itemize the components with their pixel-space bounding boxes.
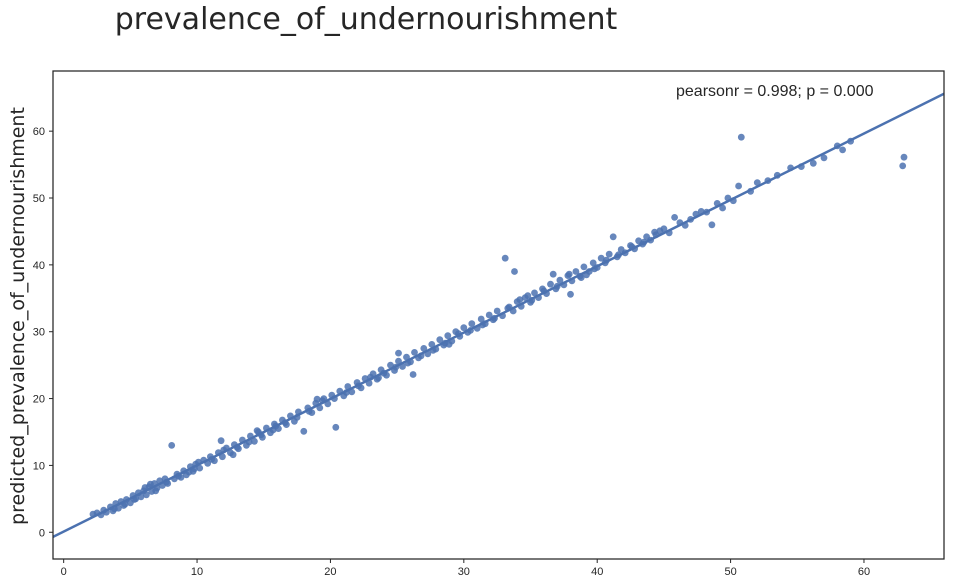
data-point <box>572 268 580 275</box>
data-point <box>708 221 716 229</box>
data-point <box>565 270 573 278</box>
data-point <box>605 250 613 258</box>
data-point <box>485 311 493 319</box>
data-point <box>511 268 518 275</box>
x-tick-label: 40 <box>591 566 603 578</box>
data-point <box>597 254 605 262</box>
data-point <box>196 464 204 472</box>
data-point <box>660 225 668 233</box>
data-point <box>516 296 524 303</box>
data-point <box>445 341 453 348</box>
y-axis-label: predicted_prevalence_of_undernourishment <box>7 107 29 525</box>
plot-frame <box>52 70 945 560</box>
pearson-annotation: pearsonr = 0.998; p = 0.000 <box>676 83 874 100</box>
data-point <box>411 349 418 356</box>
data-point <box>567 290 574 298</box>
data-point <box>524 292 532 299</box>
x-tick-label: 50 <box>724 566 736 578</box>
x-tick-label: 20 <box>324 566 336 578</box>
y-tick-label: 30 <box>33 327 45 339</box>
x-tick-label: 10 <box>191 566 203 578</box>
data-point <box>428 341 436 348</box>
data-point <box>477 315 485 323</box>
data-point <box>219 453 226 461</box>
data-point <box>737 133 745 141</box>
data-point <box>387 361 394 369</box>
data-point <box>549 270 557 278</box>
x-tick-label: 0 <box>61 566 67 578</box>
data-point <box>609 233 617 241</box>
data-point <box>589 259 597 267</box>
data-point <box>719 204 726 212</box>
data-point <box>753 179 761 187</box>
regression-line <box>53 92 944 539</box>
data-point <box>152 487 160 495</box>
points-group <box>89 133 908 519</box>
data-point <box>671 214 678 221</box>
data-point <box>229 451 237 459</box>
data-point <box>143 491 150 499</box>
data-point <box>580 263 588 271</box>
data-point <box>253 427 261 434</box>
data-point <box>809 159 817 167</box>
data-point <box>547 280 554 288</box>
data-point <box>420 345 428 352</box>
y-tick-label: 10 <box>33 460 45 472</box>
data-point <box>436 336 444 344</box>
data-point <box>501 254 509 262</box>
data-point <box>460 324 468 332</box>
y-tick-label: 20 <box>33 394 45 406</box>
data-point <box>820 154 828 162</box>
data-point <box>468 320 476 328</box>
chart-title: prevalence_of_undernourishment <box>115 2 618 37</box>
data-point <box>395 349 402 357</box>
data-point <box>899 162 907 170</box>
y-tick-label: 40 <box>33 260 45 272</box>
y-tick-label: 60 <box>33 126 45 138</box>
data-point <box>839 146 846 154</box>
data-point <box>531 289 538 297</box>
plot-area: 0 10 20 30 40 50 60 0 10 20 30 40 50 60 <box>33 70 945 578</box>
data-point <box>444 332 452 340</box>
data-point <box>147 480 154 488</box>
data-point <box>332 423 340 431</box>
data-point <box>493 307 501 315</box>
data-point <box>395 357 402 365</box>
data-point <box>403 353 410 361</box>
data-point <box>168 442 176 449</box>
data-point <box>556 276 564 284</box>
x-tick-label: 60 <box>858 566 870 578</box>
data-point <box>900 153 908 161</box>
x-tick-label: 30 <box>458 566 470 578</box>
data-point <box>313 395 321 403</box>
data-point <box>300 427 308 435</box>
data-point <box>251 437 258 445</box>
data-point <box>409 371 417 378</box>
y-tick-label: 0 <box>39 527 45 539</box>
data-point <box>735 182 742 190</box>
data-point <box>217 437 225 445</box>
y-tick-label: 50 <box>33 193 45 205</box>
